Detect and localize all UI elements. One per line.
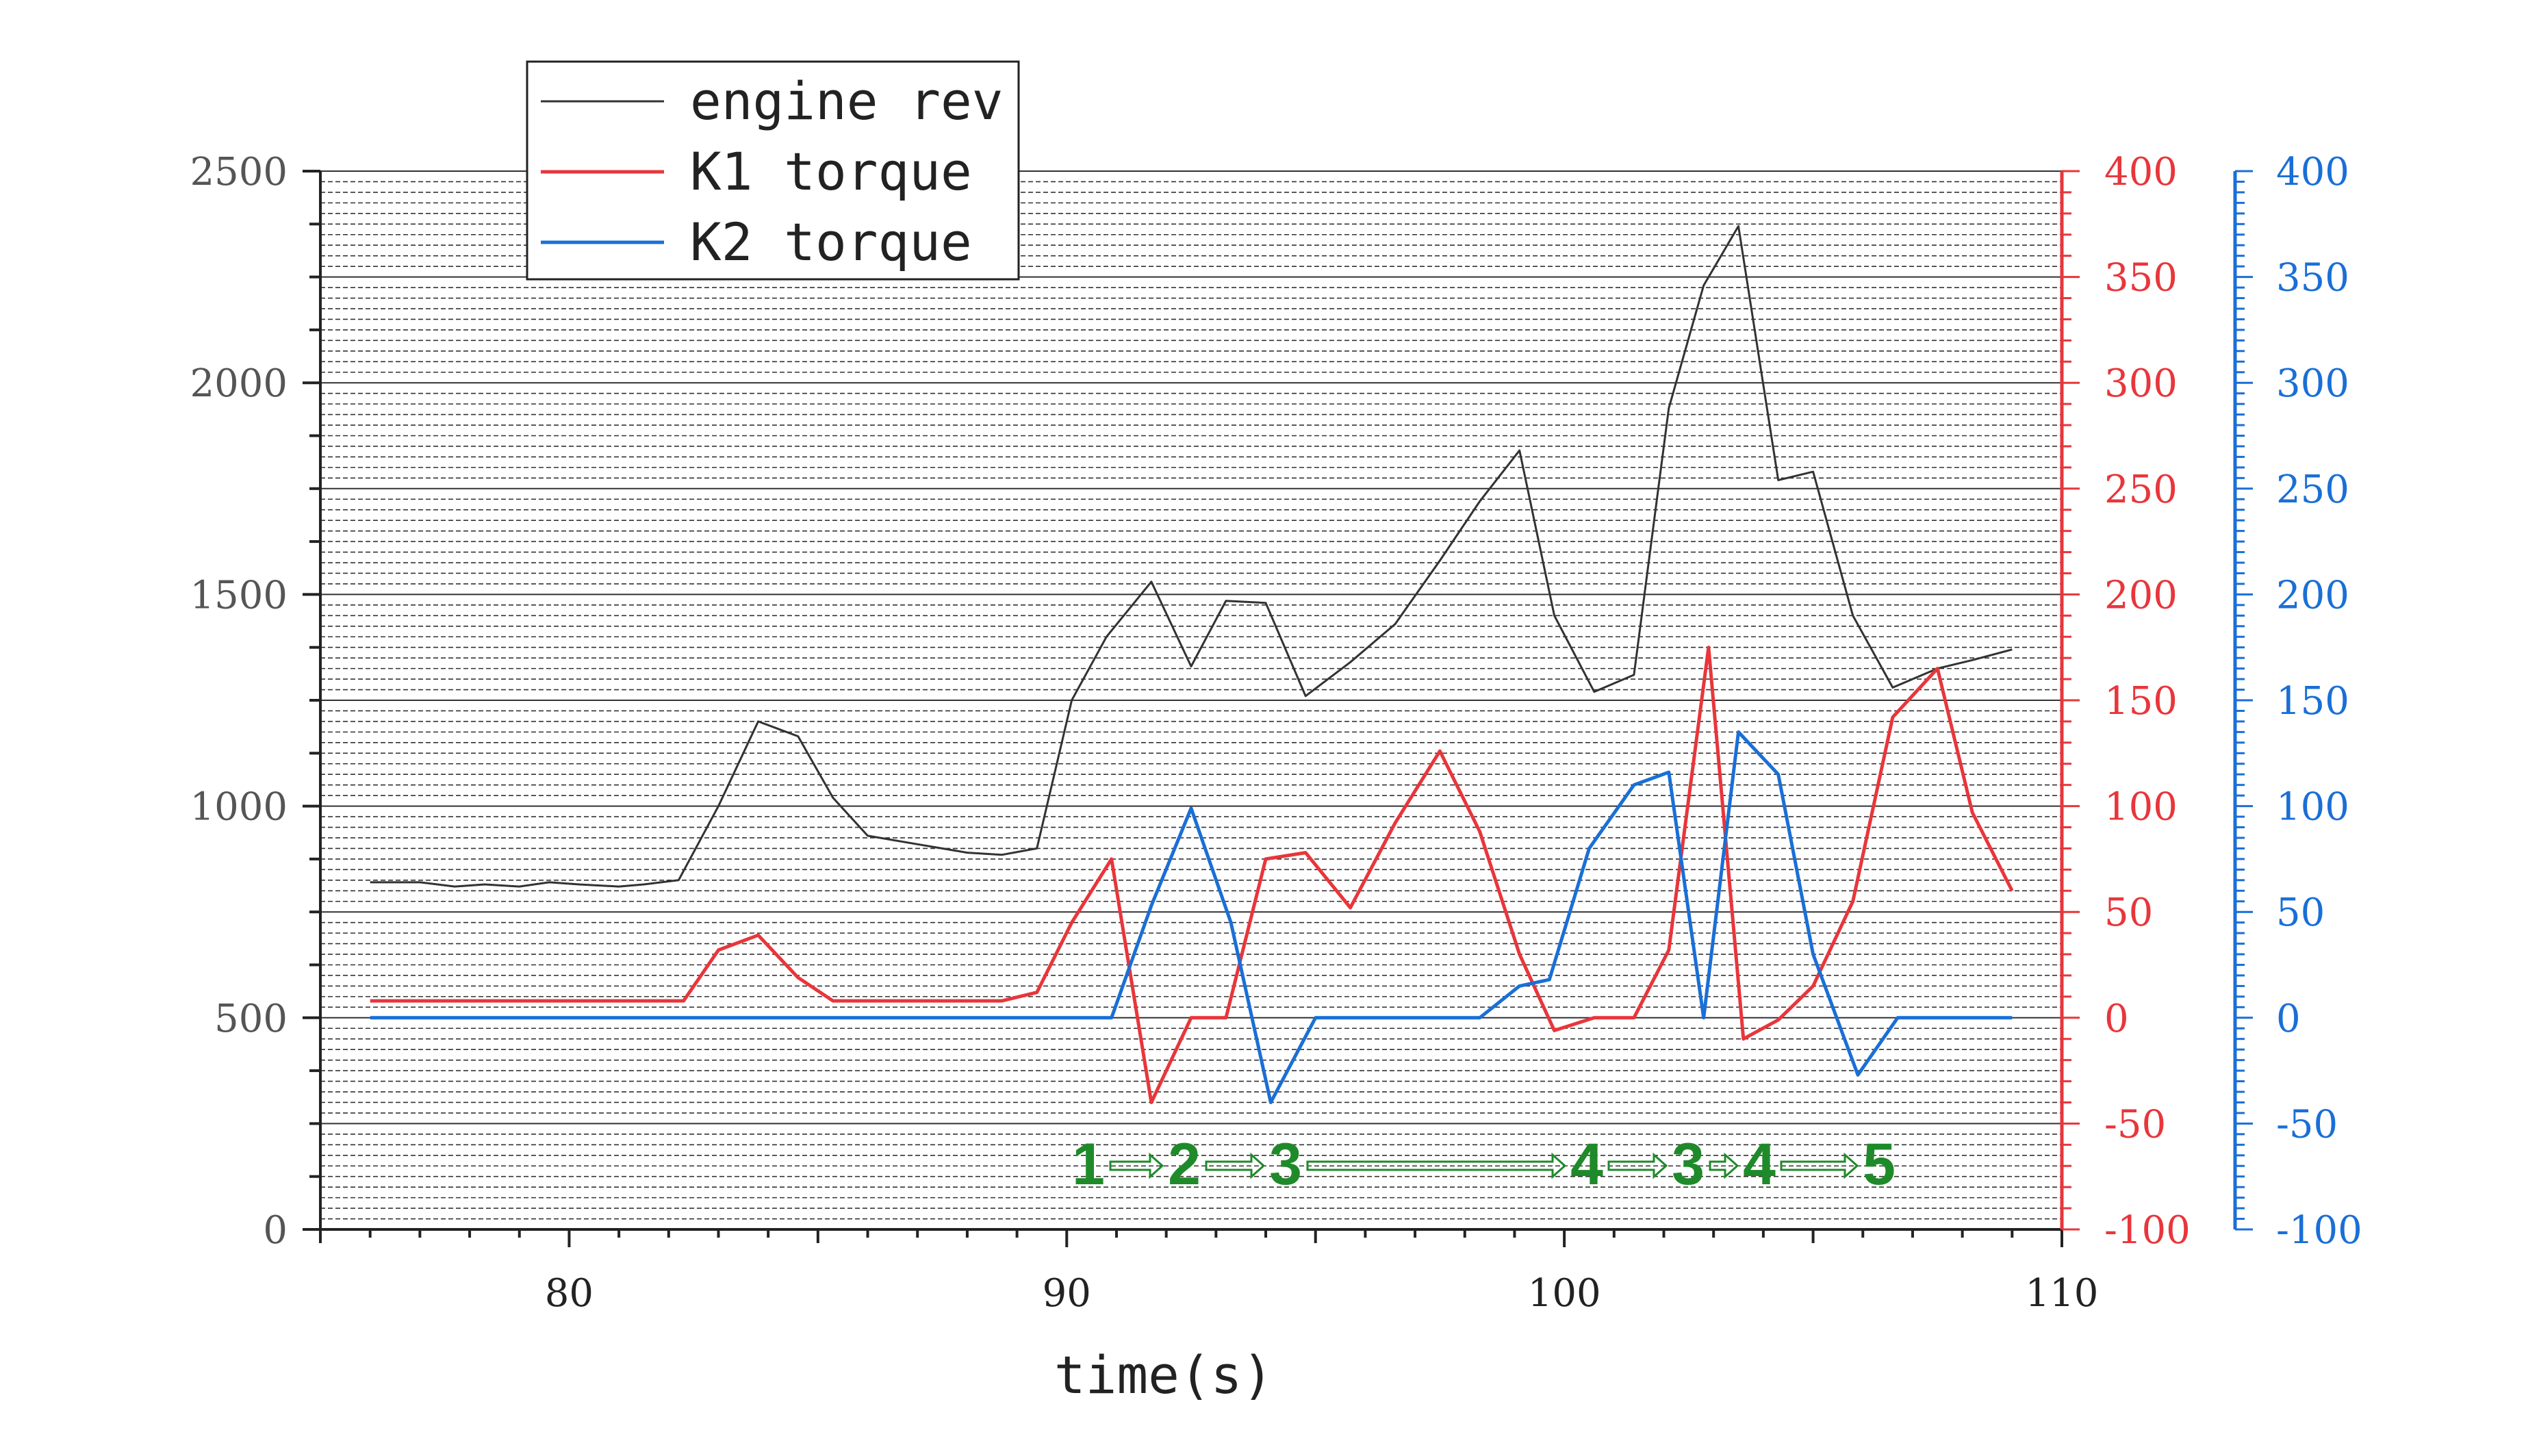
left-y-tick-label: 2000 [190,361,288,406]
blue-y-tick-label: 200 [2276,573,2349,617]
series-lines [370,225,2014,1104]
x-tick-label: 100 [1528,1271,1601,1316]
left-y-tick-label: 1000 [190,785,288,830]
stage-arrow [1306,1152,1567,1179]
red-y-tick-label: -100 [2104,1208,2191,1253]
stage-number: 3 [1269,1132,1302,1197]
blue-y-tick-label: 250 [2276,468,2349,512]
series-line-k1-torque [370,646,2014,1104]
axes: 80 90 100 11005001000150020002500-100-50050… [190,150,2362,1316]
x-tick-label: 80 [545,1271,594,1316]
red-y-tick-label: 400 [2104,150,2178,194]
blue-y-tick-label: 150 [2276,679,2349,724]
blue-y-tick-label: 50 [2276,891,2325,935]
x-tick-label: 110 [2026,1271,2099,1316]
legend-label-engine-rev: engine rev [690,71,1004,131]
legend: engine rev K1 torque K2 torque [526,60,1020,281]
stage-number: 4 [1570,1132,1603,1197]
stage-arrow [1780,1152,1859,1179]
red-y-tick-label: 350 [2104,256,2178,301]
red-y-tick-label: 250 [2104,468,2178,512]
legend-label-k2-torque: K2 torque [690,212,972,272]
blue-y-tick-label: -50 [2276,1102,2338,1147]
series-line-k2-torque [370,730,2013,1104]
blue-y-tick-label: 350 [2276,256,2349,301]
blue-y-tick-label: 0 [2276,997,2301,1041]
red-y-tick-label: 100 [2104,785,2178,830]
stage-arrow [1205,1152,1266,1179]
red-y-tick-label: 150 [2104,679,2178,724]
left-y-tick-label: 500 [214,997,288,1041]
red-y-tick-label: 50 [2104,891,2153,935]
x-tick-label: 90 [1043,1271,1091,1316]
blue-y-tick-label: 100 [2276,785,2349,830]
blue-y-tick-label: 400 [2276,150,2349,194]
x-axis-title: time(s) [1054,1344,1273,1405]
series-line-engine-rev [370,225,2013,888]
blue-y-tick-label: -100 [2276,1208,2362,1253]
stage-arrow [1607,1152,1668,1179]
stage-number: 2 [1168,1132,1201,1197]
red-y-tick-label: 0 [2104,997,2129,1041]
blue-y-tick-label: 300 [2276,361,2349,406]
red-y-tick-label: -50 [2104,1102,2166,1147]
red-y-tick-label: 200 [2104,573,2178,617]
stage-number: 3 [1672,1132,1705,1197]
red-y-tick-label: 300 [2104,361,2178,406]
grid [320,170,2062,1220]
left-y-tick-label: 1500 [190,573,288,617]
left-y-tick-label: 0 [263,1208,288,1253]
stage-number: 5 [1863,1132,1896,1197]
legend-label-k1-torque: K1 torque [690,141,972,202]
stage-number: 4 [1743,1132,1776,1197]
stage-arrow [1109,1152,1164,1179]
stage-number: 1 [1072,1132,1105,1197]
left-y-tick-label: 2500 [190,150,288,194]
stage-arrow [1709,1152,1739,1179]
